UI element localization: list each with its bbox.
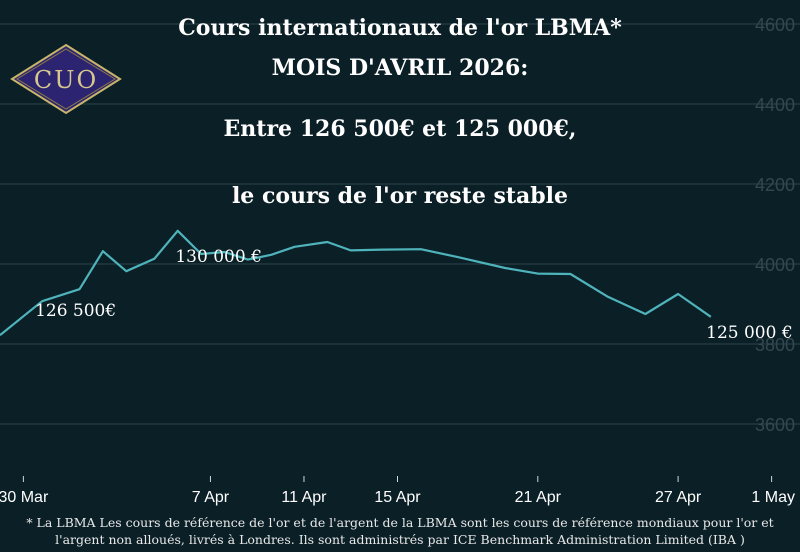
annotation-1: 130 000 €: [175, 247, 262, 267]
y-axis-ticks: 3600 3800 4000 4200 4400 4600: [755, 15, 795, 435]
y-tick-4200: 4200: [755, 175, 795, 195]
y-tick-3600: 3600: [755, 415, 795, 435]
x-tick-label-3: 15 Apr: [374, 489, 421, 506]
footnote-lbma: * La LBMA Les cours de référence de l'or…: [26, 515, 774, 547]
x-tick-label-2: 11 Apr: [281, 489, 327, 506]
x-tick-label-6: 1 May: [751, 489, 795, 506]
grid-lines: [0, 23, 800, 425]
x-tick-label-4: 21 Apr: [515, 489, 562, 506]
cuo-logo: CUO: [10, 43, 122, 115]
annotation-0: 126 500€: [35, 301, 116, 321]
y-tick-4000: 4000: [755, 255, 795, 275]
x-axis-ticks: 30 Mar 7 Apr 11 Apr 15 Apr 21 Apr 27 Apr 1 May: [0, 476, 795, 506]
logo-text: CUO: [34, 66, 98, 94]
x-tick-label-5: 27 Apr: [655, 489, 702, 506]
price-line: [0, 229, 712, 337]
price-annotations: 126 500€ 130 000 € 125 000 €: [35, 247, 793, 343]
annotation-2: 125 000 €: [706, 323, 793, 343]
price-series: [0, 0, 739, 337]
x-tick-label-1: 7 Apr: [192, 489, 230, 506]
y-tick-3800: 3800: [755, 335, 795, 355]
y-tick-4400: 4400: [755, 95, 795, 115]
y-tick-4600: 4600: [755, 15, 795, 35]
x-tick-label-0: 30 Mar: [0, 489, 49, 506]
